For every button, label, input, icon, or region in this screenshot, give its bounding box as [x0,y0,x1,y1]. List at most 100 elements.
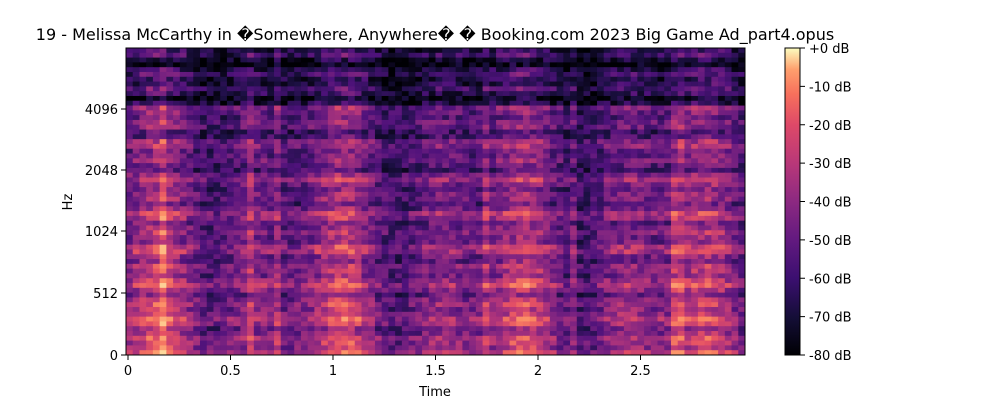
heatmap-cell [126,71,134,78]
heatmap-cell [186,215,194,222]
heatmap-cell [603,225,612,231]
heatmap-cell [670,206,679,212]
heatmap-cell [401,278,410,284]
heatmap-cell [576,105,585,111]
heatmap-cell [469,134,477,140]
heatmap-cell [368,196,376,203]
heatmap-cell [348,52,356,59]
heatmap-cell [374,187,383,193]
heatmap-cell [704,273,712,279]
heatmap-cell [543,100,551,107]
heatmap-cell [442,105,450,111]
heatmap-cell [509,148,517,155]
heatmap-cell [657,62,665,68]
heatmap-cell [603,201,612,207]
heatmap-cell [287,297,295,303]
heatmap-cell [408,268,416,275]
heatmap-cell [146,177,154,183]
heatmap-cell [354,211,363,217]
heatmap-cell [334,220,342,227]
heatmap-cell [570,110,578,116]
heatmap-cell [226,297,235,303]
heatmap-cell [522,100,531,107]
heatmap-cell [361,95,369,102]
heatmap-cell [496,177,504,183]
heatmap-cell [603,273,612,279]
heatmap-cell [193,287,201,294]
heatmap-cell [354,67,363,73]
heatmap-cell [522,249,531,255]
heatmap-cell [516,67,524,73]
heatmap-cell [267,167,275,174]
heatmap-cell [388,76,396,83]
heatmap-cell [287,283,295,289]
heatmap-cell [173,215,181,222]
heatmap-cell [253,201,262,207]
heatmap-cell [502,235,511,241]
heatmap-cell [139,91,147,97]
heatmap-cell [401,211,410,217]
heatmap-cell [455,153,464,159]
heatmap-cell [677,191,686,198]
heatmap-cell [422,167,430,174]
heatmap-cell [374,105,383,111]
heatmap-cell [664,182,672,188]
heatmap-cell [368,110,376,116]
heatmap-cell [253,124,262,131]
heatmap-cell [644,259,652,265]
heatmap-cell [226,163,235,169]
heatmap-cell [300,278,309,284]
heatmap-cell [455,67,464,73]
heatmap-cell [496,105,504,111]
heatmap-cell [253,307,262,313]
heatmap-cell [482,191,490,198]
heatmap-cell [408,134,416,140]
heatmap-cell [368,278,376,284]
heatmap-cell [650,139,659,145]
heatmap-cell [704,297,712,303]
heatmap-cell [280,163,289,169]
heatmap-cell [502,259,511,265]
heatmap-cell [448,235,457,241]
heatmap-cell [253,105,262,111]
heatmap-cell [428,239,437,246]
heatmap-cell [664,134,672,140]
heatmap-cell [718,273,726,279]
heatmap-cell [502,201,511,207]
heatmap-cell [455,129,464,135]
heatmap-cell [536,143,544,150]
heatmap-cell [206,230,215,236]
heatmap-cell [664,297,672,303]
heatmap-cell [193,230,201,236]
heatmap-cell [657,254,665,260]
heatmap-cell [697,196,706,203]
heatmap-cell [475,278,484,284]
heatmap-cell [200,124,208,131]
heatmap-cell [570,287,578,294]
heatmap-cell [179,105,188,111]
heatmap-cell [623,158,632,164]
heatmap-cell [623,283,632,289]
heatmap-cell [321,148,329,155]
heatmap-cell [126,110,134,116]
heatmap-cell [274,139,282,145]
heatmap-cell [401,235,410,241]
heatmap-cell [489,249,497,255]
heatmap-cell [549,283,558,289]
heatmap-cell [334,167,342,174]
heatmap-cell [132,129,141,135]
heatmap-cell [173,52,181,59]
heatmap-cell [146,172,154,179]
heatmap-cell [529,57,538,63]
heatmap-cell [610,100,618,107]
heatmap-cell [428,95,437,102]
heatmap-cell [482,62,490,68]
heatmap-cell [536,100,544,107]
heatmap-cell [529,249,538,255]
heatmap-cell [502,91,511,97]
heatmap-cell [260,143,268,150]
heatmap-cell [718,76,726,83]
heatmap-cell [543,211,551,217]
heatmap-cell [206,244,215,251]
heatmap-cell [731,143,739,150]
